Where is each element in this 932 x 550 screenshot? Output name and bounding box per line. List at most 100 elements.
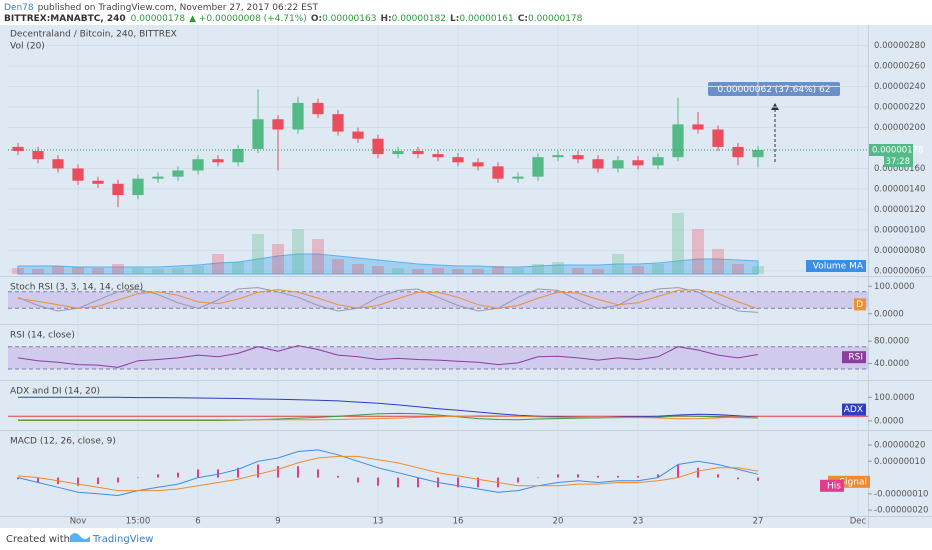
candle-body [332,114,344,132]
candle-body [512,176,524,179]
candle-body [652,157,664,166]
header-line-2: BITTREX:MANABTC, 240 0.00000178 ▲ +0.00000… [4,14,583,24]
y-tick-label: 0.00000100 [874,225,925,235]
candle-body [152,176,164,179]
volume-bar [712,249,724,274]
histogram-bar [157,474,159,478]
footer: Created with TradingView [6,533,153,545]
volume-bar [12,268,24,274]
x-tick-label: 27 [753,517,764,527]
x-tick-label: 9 [275,517,280,527]
volume-bar [272,244,284,274]
series-line [17,455,759,492]
candle-body [272,119,284,130]
legend-label: Volume MA [813,262,864,272]
ohlc-label: H: [380,14,391,24]
label-layer: Nov 15:00 6 9 13 16 20 23 27 Dec0.000002800.00000… [10,30,928,527]
histogram-bar [717,474,719,478]
symbol: BITTREX:MANABTC, 240 [4,14,126,24]
candle-body [192,159,204,171]
ohlc-label: C: [518,14,528,24]
pane-subtitle: Vol (20) [10,42,45,52]
histogram-bar [397,477,399,488]
candle-body [372,138,384,155]
volume-bar [312,239,324,274]
histogram-bar [457,477,459,488]
histogram-bar [517,477,519,483]
histogram-bar [537,477,539,479]
histogram-bar [197,469,199,478]
candle-body [472,162,484,167]
volume-bar [752,266,764,274]
x-tick-label: 16 [453,517,464,527]
last: 0.00000178 [131,14,186,24]
volume-bar [472,269,484,274]
volume-bar [672,213,684,274]
x-tick-label: 15:00 [126,517,151,527]
volume-bar [572,268,584,274]
volume-bar [132,268,144,274]
annotation: 0.00000062 (37.64%) 62 [718,85,831,95]
histogram-bar [97,477,99,485]
series-line [17,345,759,368]
volume-bar [192,266,204,274]
y-tick-label: 0.00000160 [874,164,925,174]
legend-label: Signal [839,477,867,487]
x-tick-label: Dec [850,517,867,527]
candle-body [112,183,124,196]
ohlc-value: 0.00000178 [528,14,583,24]
x-tick-label: Nov [70,517,87,527]
band [8,346,868,370]
candle-body [72,168,84,181]
author: Den78 [4,3,34,13]
histogram-bar [677,464,679,478]
ohlc-label: O: [311,14,322,24]
volume-bar [252,234,264,274]
volume-bar [112,264,124,274]
histogram-bar [117,477,119,483]
ohlc-value: 0.00000182 [392,14,446,24]
last-price-label: 0.00000178 [872,146,923,156]
candle-body [592,159,604,169]
candle-body [392,151,404,155]
volume-bar [612,254,624,274]
pane-title: MACD (12, 26, close, 9) [10,437,116,447]
annotation-box [708,82,840,96]
volume-bar [732,264,744,274]
histogram-bar [737,477,739,480]
candle-body [672,124,684,158]
volume-bar [492,266,504,274]
volume-bar [392,268,404,274]
pane-separators [0,25,932,528]
histogram-bar [337,475,339,478]
candle-body [92,180,104,184]
histogram-bar [277,466,279,478]
candle-body [692,124,704,130]
change: ▲ +0.00000008 (+4.71%) [189,14,307,24]
volume-bar [452,269,464,274]
band [8,291,868,309]
candle-body [212,159,224,163]
candle-body [412,151,424,155]
legend-box [806,260,866,272]
last-price-box [869,144,913,156]
volume-bar [72,267,84,274]
candle-body [132,178,144,196]
y-tick-label: 0.00000260 [874,61,925,71]
y-tick-label: 0.0000 [874,416,904,426]
volume-bar [632,266,644,274]
histogram-bar [477,477,479,488]
volume-bar [412,269,424,274]
volume-bar [532,264,544,274]
ohlc-label: L: [450,14,459,24]
y-tick-label: 0.00000220 [874,102,925,112]
histogram-bar [317,469,319,478]
candle-body [32,151,44,160]
histogram-bar [617,475,619,478]
candle-body [292,102,304,130]
published: published on TradingView.com, November 2… [38,3,319,13]
volume-bar [32,269,44,274]
countdown-box [884,156,913,167]
candle-body [572,155,584,160]
candle-body [52,159,64,169]
